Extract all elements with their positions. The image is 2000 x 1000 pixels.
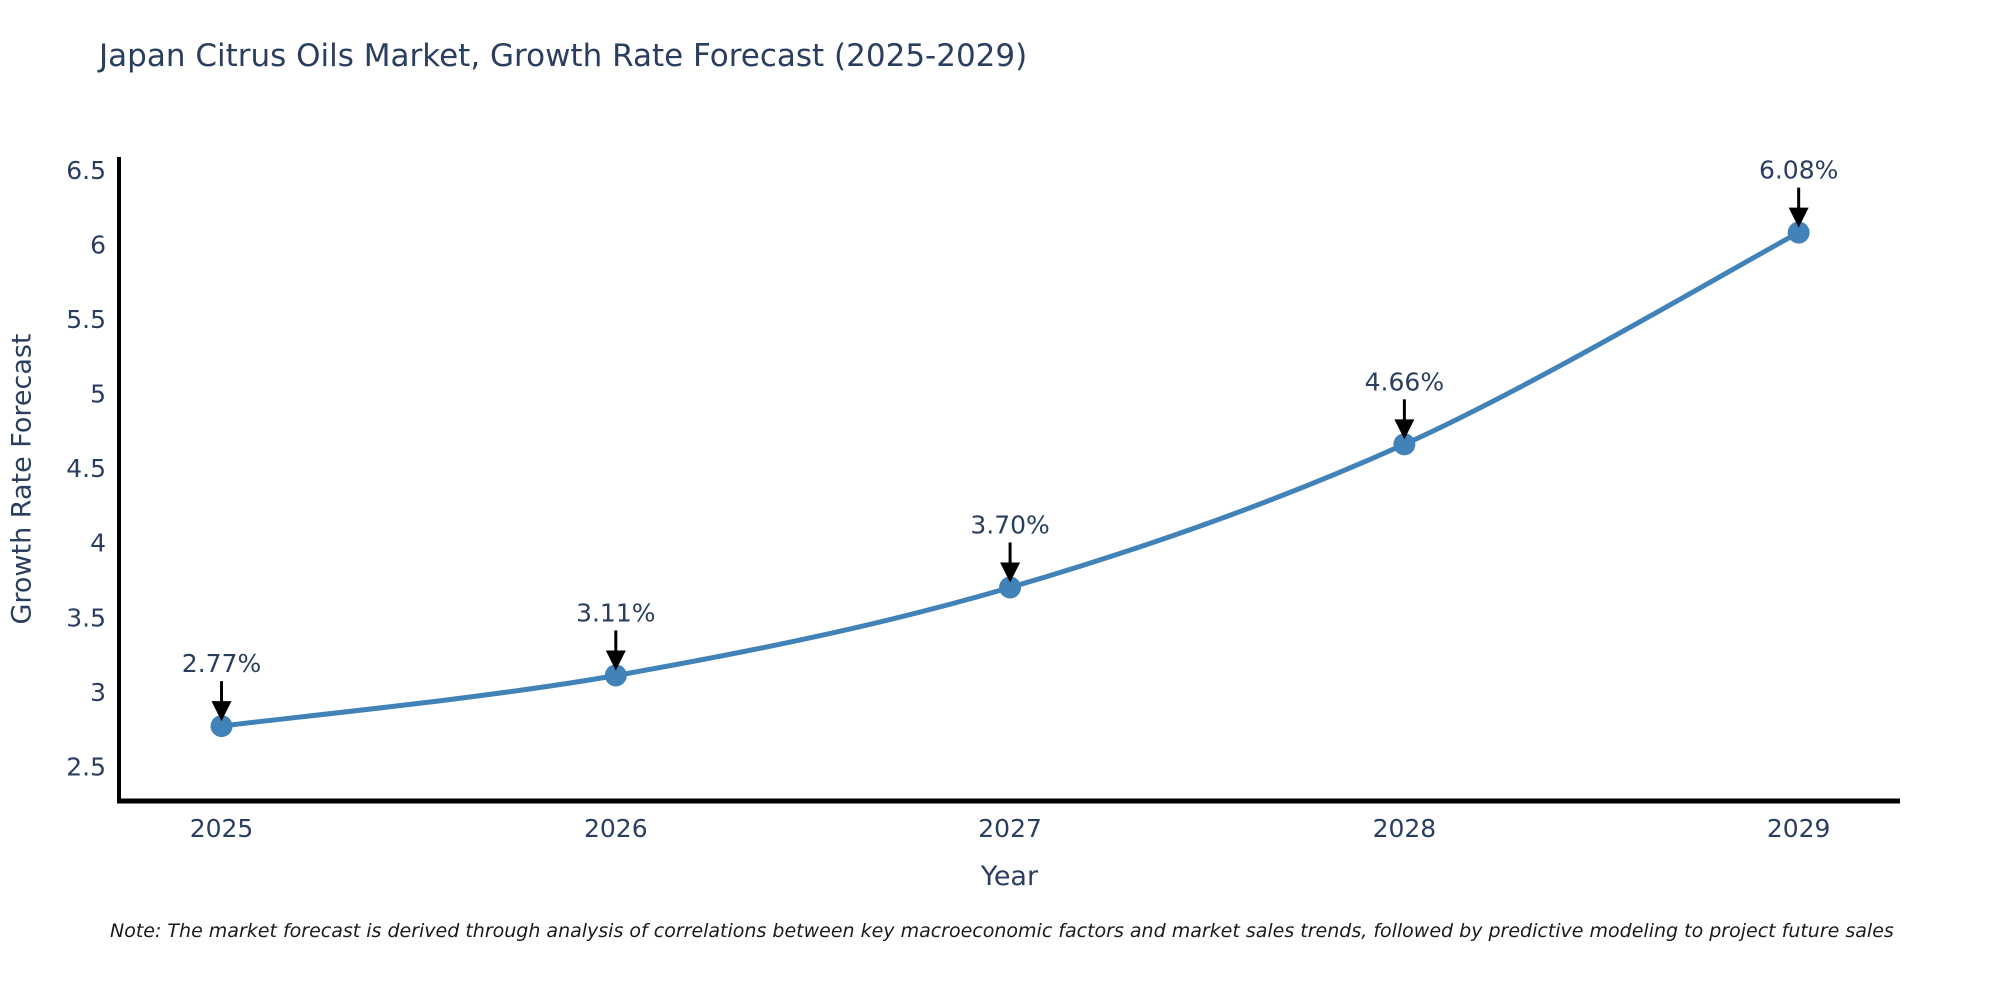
x-tick-label: 2029 [1767, 814, 1831, 843]
annotation-arrowhead [211, 701, 232, 722]
annotation-label: 4.66% [1365, 367, 1444, 396]
y-tick-label: 4 [90, 529, 106, 558]
annotation-arrowhead [1000, 562, 1021, 583]
data-point-marker [1393, 433, 1416, 456]
annotation-label: 3.11% [576, 598, 655, 627]
annotation-label: 2.77% [182, 649, 261, 678]
annotation-arrowhead [605, 650, 626, 671]
y-tick-label: 3 [90, 678, 106, 707]
x-tick-label: 2027 [978, 814, 1042, 843]
x-tick-label: 2025 [190, 814, 254, 843]
x-tick-label: 2028 [1373, 814, 1437, 843]
data-point-marker [1787, 221, 1810, 244]
forecast-line [219, 230, 1802, 729]
y-tick-label: 6.5 [66, 156, 106, 185]
y-tick-label: 3.5 [66, 603, 106, 632]
annotation-label: 3.70% [970, 510, 1049, 539]
y-tick-label: 5 [90, 380, 106, 409]
footnote: Note: The market forecast is derived thr… [110, 920, 1894, 942]
y-tick-label: 6 [90, 231, 106, 260]
data-point-marker [999, 576, 1022, 599]
chart-title: Japan Citrus Oils Market, Growth Rate Fo… [99, 38, 1028, 74]
annotation-label: 6.08% [1759, 156, 1838, 185]
y-tick-label: 2.5 [66, 752, 106, 781]
annotation-arrowhead [1394, 419, 1415, 440]
annotation-arrowhead [1788, 207, 1809, 228]
data-point-marker [210, 715, 233, 738]
x-axis-title: Year [980, 861, 1039, 892]
y-tick-label: 5.5 [66, 305, 106, 334]
data-point-marker [604, 664, 627, 687]
y-tick-label: 4.5 [66, 454, 106, 483]
x-tick-label: 2026 [584, 814, 648, 843]
